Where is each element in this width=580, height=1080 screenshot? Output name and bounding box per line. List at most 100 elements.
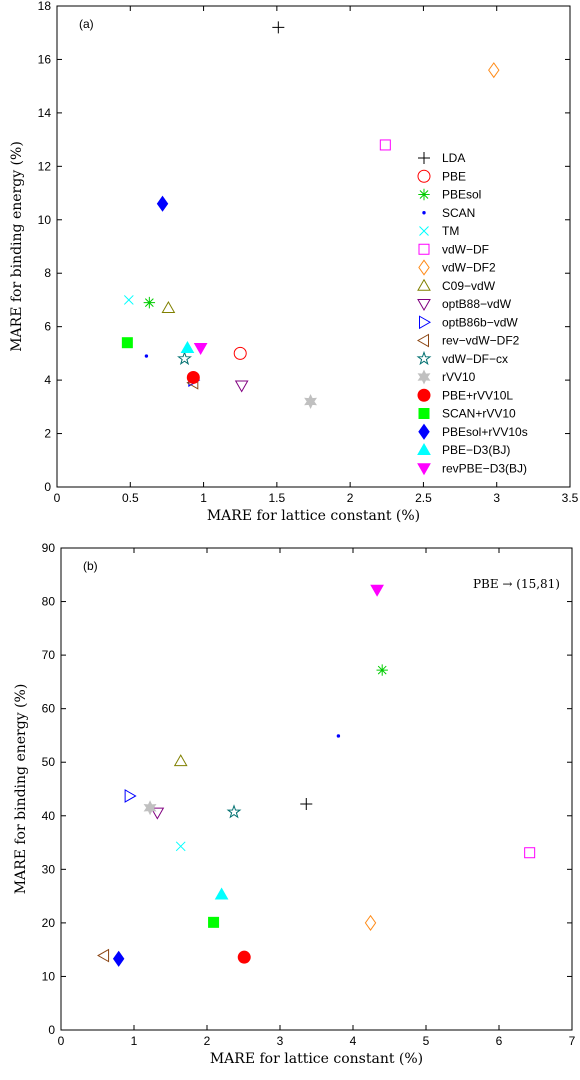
x-tick-label: 4 — [350, 1034, 357, 1048]
y-axis-label: MARE for binding energy (%) — [13, 684, 29, 895]
y-tick-label: 14 — [38, 106, 52, 120]
x-tick-label: 3 — [277, 1034, 284, 1048]
y-tick-label: 16 — [38, 52, 52, 66]
x-tick-label: 2 — [347, 491, 354, 505]
y-tick-label: 2 — [44, 427, 51, 441]
panel-label: (a) — [79, 17, 94, 31]
data-point-optb86b-vdw — [124, 789, 137, 803]
legend-label-vdw-df2: vdW−DF2 — [442, 261, 496, 275]
y-tick-label: 60 — [42, 702, 56, 716]
x-tick-label: 7 — [569, 1034, 576, 1048]
legend-marker-c09-vdw — [417, 278, 431, 291]
legend-marker-lda — [418, 152, 430, 164]
legend-marker-optb88-vdw — [417, 299, 431, 312]
y-tick-label: 0 — [44, 480, 51, 494]
data-point-vdw-df — [379, 139, 391, 151]
x-tick-label: 1 — [200, 491, 207, 505]
legend-marker-vdw-df — [418, 243, 430, 255]
y-tick-label: 12 — [38, 159, 52, 173]
legend-label-tm: TM — [442, 224, 459, 238]
data-point-tm — [175, 841, 186, 852]
annotation-text: PBE → (15,81) — [473, 577, 560, 591]
x-axis-label: MARE for lattice constant (%) — [207, 508, 420, 524]
legend-marker-rev-vdw-df2 — [416, 333, 429, 348]
y-tick-label: 18 — [38, 0, 52, 13]
legend-marker-vdw-df2 — [418, 259, 430, 276]
y-tick-label: 10 — [42, 969, 56, 983]
plot-frame — [56, 5, 571, 488]
legend-label-pbesol: PBEsol — [442, 188, 481, 202]
data-point-c09-vdw — [173, 754, 188, 767]
data-point-pbe-d3-bj — [180, 341, 195, 354]
legend-label-pbe: PBE — [442, 169, 466, 183]
legend-label-optb88-vdw: optB88−vdW — [442, 297, 512, 311]
y-tick-label: 8 — [44, 266, 51, 280]
y-tick-label: 80 — [42, 595, 56, 609]
legend-label-rvv10: rVV10 — [442, 370, 476, 384]
legend-label-optb86b-vdw: optB86b−vdW — [442, 315, 518, 329]
x-tick-label: 1.5 — [269, 491, 286, 505]
legend-label-scan: SCAN — [442, 206, 475, 220]
legend-label-lda: LDA — [442, 151, 465, 165]
legend-marker-vdw-df-cx — [416, 350, 432, 366]
y-tick-label: 30 — [42, 862, 56, 876]
x-tick-label: 0.5 — [122, 491, 139, 505]
data-point-pbe-d3-bj — [214, 887, 229, 900]
data-point-optb88-vdw — [234, 380, 249, 393]
data-point-revpbe-d3-bj — [370, 584, 384, 597]
legend-label-pbesol-rvv10s: PBEsol+rVV10s — [442, 425, 528, 439]
data-point-lda — [272, 21, 285, 34]
x-tick-label: 0 — [54, 491, 61, 505]
legend-label-vdw-df-cx: vdW−DF−cx — [442, 352, 508, 366]
y-tick-label: 20 — [42, 916, 56, 930]
data-point-pbe — [233, 346, 247, 360]
y-axis-label: MARE for binding energy (%) — [9, 141, 25, 352]
data-point-pbesol-rvv10s — [156, 195, 169, 212]
x-tick-label: 6 — [496, 1034, 503, 1048]
data-point-vdw-df2 — [488, 62, 500, 79]
data-point-scan — [144, 354, 149, 358]
x-tick-label: 5 — [423, 1034, 430, 1048]
legend-marker-rvv10 — [417, 369, 431, 385]
legend-marker-pbesol-rvv10s — [418, 423, 430, 440]
x-tick-label: 2.5 — [415, 491, 432, 505]
legend-label-revpbe-d3-bj: revPBE−D3(BJ) — [442, 461, 527, 475]
legend-marker-pbe — [417, 169, 431, 183]
panel-a-scatter-plot: 0 0.5 1 1.5 2 2.5 3 3.5 0 2 4 6 8 10 12 14 16 18 MARE for … — [9, 0, 579, 524]
legend-marker-scan-rvv10 — [418, 408, 430, 419]
x-axis-label: MARE for lattice constant (%) — [210, 1051, 423, 1067]
y-tick-label: 4 — [44, 373, 51, 387]
data-point-pbesol — [143, 296, 156, 309]
data-point-scan-rvv10 — [121, 337, 133, 349]
data-point-vdw-df-cx — [177, 350, 192, 366]
legend-label-pbe-rvv10l: PBE+rVV10L — [442, 388, 513, 402]
legend-label-c09-vdw: C09−vdW — [442, 279, 496, 293]
legend: LDA PBE PBEsol SCAN TM vdW−DF vdW−DF2 C09−vdW op… — [416, 151, 528, 476]
plot-frame — [60, 547, 573, 1031]
legend-marker-pbe-d3-bj — [417, 442, 431, 455]
x-tick-label: 3.5 — [562, 491, 579, 505]
data-point-rvv10 — [143, 800, 157, 816]
y-tick-label: 90 — [42, 541, 56, 555]
y-tick-label: 6 — [44, 320, 51, 334]
legend-marker-tm — [419, 226, 429, 236]
x-tick-label: 1 — [131, 1034, 138, 1048]
legend-label-rev-vdw-df2: rev−vdW−DF2 — [442, 334, 520, 348]
y-tick-label: 70 — [42, 648, 56, 662]
y-tick-label: 0 — [48, 1023, 55, 1037]
legend-marker-optb86b-vdw — [419, 315, 432, 330]
data-point-rvv10 — [304, 394, 318, 409]
legend-label-vdw-df: vdW−DF — [442, 242, 489, 256]
legend-marker-pbe-rvv10l — [417, 388, 431, 402]
data-point-lda — [300, 797, 313, 810]
data-point-vdw-df2 — [364, 914, 377, 931]
data-point-pbesol — [376, 664, 388, 676]
data-point-pbesol-rvv10s — [112, 950, 125, 967]
data-point-tm — [123, 295, 134, 305]
legend-marker-pbesol — [418, 188, 430, 201]
legend-label-pbe-d3-bj: PBE−D3(BJ) — [442, 443, 510, 457]
legend-label-scan-rvv10: SCAN+rVV10 — [442, 407, 516, 421]
y-tick-label: 10 — [38, 213, 52, 227]
